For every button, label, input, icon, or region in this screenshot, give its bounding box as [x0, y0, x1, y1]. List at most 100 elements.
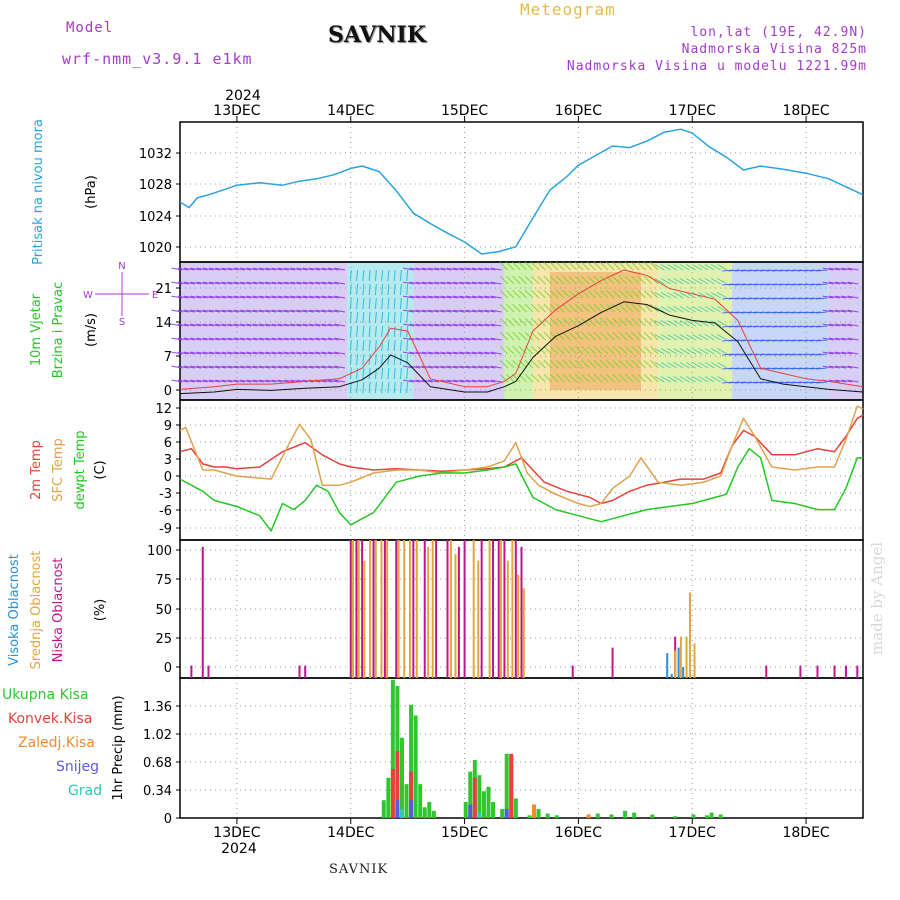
wind-arrow: [453, 295, 465, 299]
wind-arrow: [284, 267, 296, 271]
bar-low_cloud: [520, 546, 523, 678]
wind-arrow: [747, 269, 759, 272]
wind-arrow: [581, 303, 590, 313]
wind-arrow: [759, 297, 771, 300]
wind-arrow: [208, 267, 220, 271]
temp-ylabel2: SFC Temp: [51, 438, 66, 502]
wind-arrow: [624, 331, 634, 341]
wind-arrow: [518, 331, 527, 341]
wind-arrow: [393, 311, 396, 324]
wind-arrow: [321, 295, 333, 299]
wind-arrow: [321, 337, 333, 341]
precip-legend-item: Grad: [68, 783, 102, 799]
wind-arrow: [816, 367, 828, 370]
wind-arrow: [512, 303, 521, 313]
wind-arrow: [415, 309, 427, 313]
wind-arrow: [549, 345, 559, 355]
wind-arrow: [321, 281, 333, 285]
bar-mid_cloud: [506, 560, 509, 678]
wind-arrow: [271, 379, 283, 383]
wind-arrow: [334, 365, 346, 369]
bottom-axis-label: 15DEC: [441, 825, 488, 841]
wind-arrow: [240, 337, 252, 341]
wind-arrow: [490, 337, 502, 341]
wind-arrow: [227, 267, 239, 271]
wind-arrow: [446, 365, 458, 369]
wind-arrow: [478, 337, 490, 341]
wind-arrow: [587, 359, 596, 369]
wind-arrow: [692, 278, 703, 285]
bar-total_precip: [381, 800, 386, 818]
wind-arrow: [356, 269, 359, 282]
wind-arrow: [271, 351, 283, 355]
wind-arrow: [710, 348, 721, 355]
wind-arrow: [747, 311, 759, 314]
wind-arrow: [356, 367, 359, 380]
wind-band-core: [549, 272, 642, 390]
bar-low_cloud: [765, 665, 768, 678]
wind-arrow: [265, 351, 277, 355]
wind-arrow: [171, 351, 183, 355]
wind-arrow: [660, 278, 671, 285]
ytick-label-precip: 0.68: [143, 756, 172, 771]
bar-total_precip: [431, 810, 436, 818]
wind-arrow: [233, 351, 245, 355]
wind-arrow: [618, 331, 628, 341]
wind-arrow: [847, 281, 859, 285]
wind-arrow: [259, 295, 271, 299]
wind-arrow: [215, 337, 227, 341]
wind-arrow: [710, 278, 721, 285]
ytick-label-wind: 0: [164, 384, 172, 399]
wind-arrow: [772, 311, 784, 314]
wind-arrow: [741, 353, 753, 356]
wind-arrow: [415, 281, 427, 285]
wind-arrow: [587, 345, 596, 355]
bar-high_cloud: [677, 647, 680, 678]
wind-arrow: [453, 309, 465, 313]
wind-arrow: [183, 379, 195, 383]
wind-arrow: [177, 323, 189, 327]
wind-arrow: [649, 317, 659, 327]
wind-arrow: [698, 376, 709, 383]
wind-arrow: [778, 297, 790, 300]
wind-arrow: [302, 323, 314, 327]
wind-arrow: [612, 373, 621, 383]
wind-arrow: [252, 281, 264, 285]
bar-total_precip: [623, 810, 628, 818]
wind-arrow: [568, 275, 578, 285]
bar-frozen_precip: [586, 814, 591, 818]
wind-arrow: [177, 379, 189, 383]
wind-arrow: [643, 345, 653, 355]
wind-arrow: [240, 379, 252, 383]
cloud-ylabel: Visoka Oblacnost: [7, 554, 22, 666]
wind-arrow: [406, 367, 409, 380]
wind-arrow: [393, 269, 396, 282]
wind-arrow: [618, 289, 628, 299]
wind-arrow: [778, 283, 790, 286]
wind-arrow: [434, 365, 446, 369]
wind-arrow: [587, 275, 596, 285]
wind-arrow: [631, 359, 640, 369]
wind-arrow: [612, 359, 621, 369]
wind-arrow: [459, 351, 471, 355]
bottom-axis-label: 17DEC: [669, 825, 716, 841]
wind-arrow: [302, 309, 314, 313]
wind-arrow: [581, 359, 590, 369]
compass-s: S: [119, 317, 125, 328]
wind-arrow: [828, 337, 840, 341]
bar-low_cloud: [463, 540, 466, 678]
wind-arrow: [531, 373, 540, 383]
wind-arrow: [215, 267, 227, 271]
bar-snow: [468, 804, 473, 818]
wind-arrow: [259, 323, 271, 327]
wind-arrow: [649, 345, 659, 355]
wind-arrow: [271, 337, 283, 341]
wind-arrow: [208, 295, 220, 299]
wind-arrow: [403, 323, 415, 327]
wind-arrow: [581, 345, 590, 355]
wind-arrow: [246, 309, 258, 313]
wind-arrow: [649, 359, 659, 369]
wind-arrow: [362, 311, 365, 324]
wind-arrow: [797, 269, 809, 272]
wind-arrow: [556, 275, 565, 285]
